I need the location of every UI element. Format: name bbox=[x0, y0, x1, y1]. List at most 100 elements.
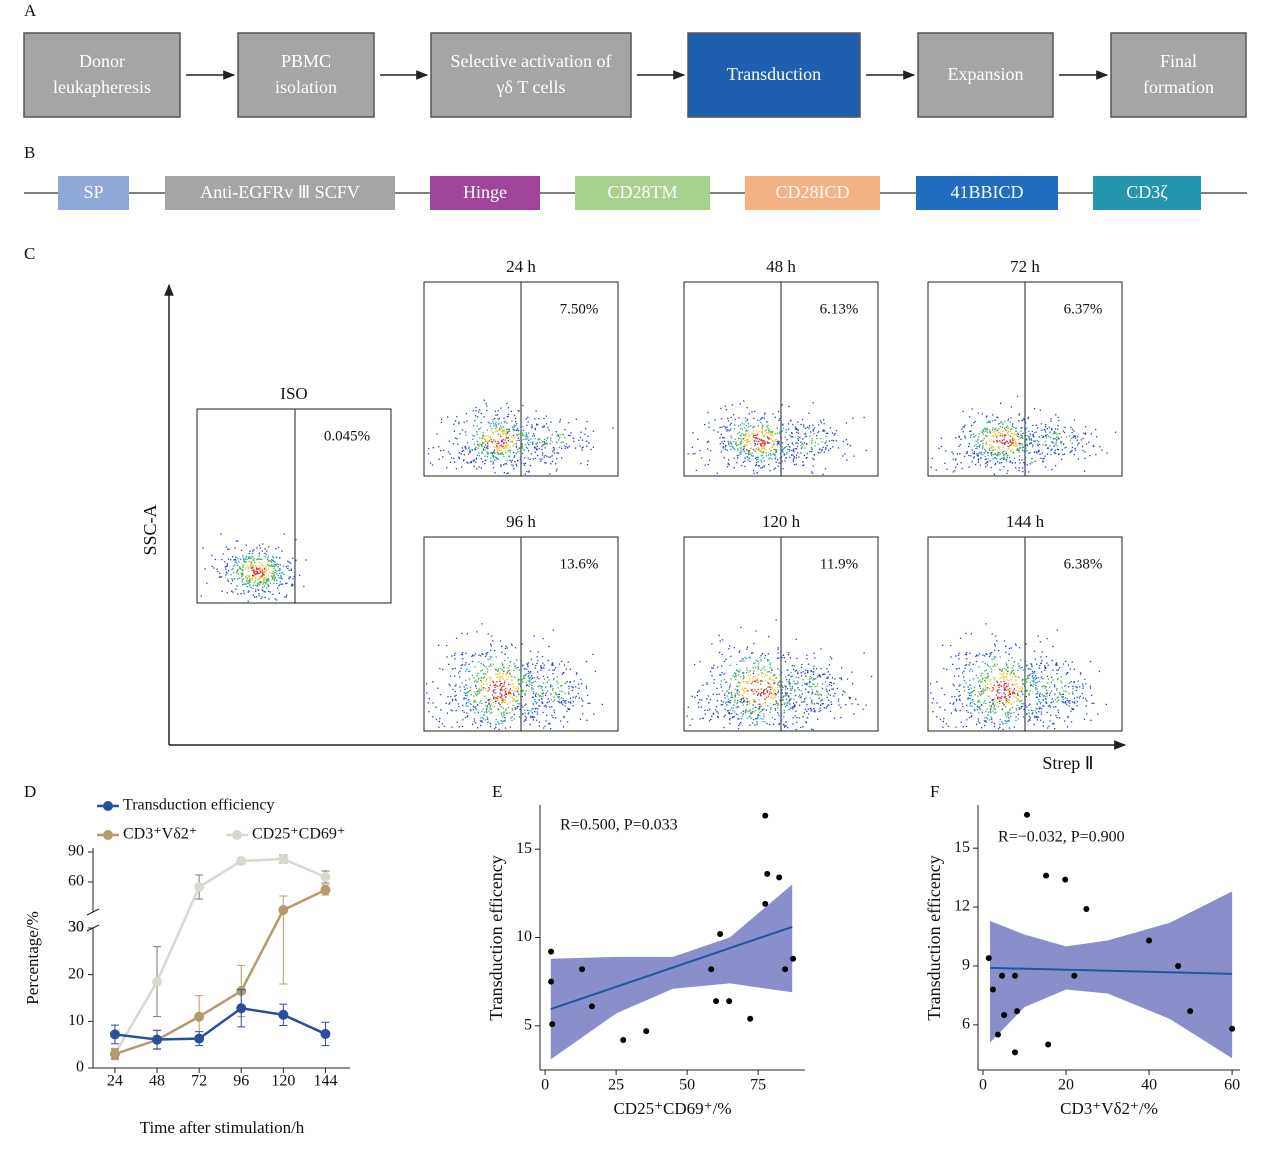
event-dot bbox=[255, 590, 257, 592]
event-dot bbox=[777, 443, 779, 445]
event-dot bbox=[752, 672, 754, 674]
event-dot bbox=[581, 698, 583, 700]
event-dot bbox=[258, 544, 261, 546]
event-dot bbox=[487, 445, 489, 447]
event-dot bbox=[989, 654, 992, 656]
event-dot bbox=[468, 447, 470, 449]
event-dot bbox=[742, 704, 744, 706]
event-dot bbox=[976, 723, 978, 725]
event-dot bbox=[750, 689, 752, 692]
event-dot bbox=[1064, 720, 1066, 722]
event-dot bbox=[952, 683, 954, 685]
event-dot bbox=[749, 709, 751, 711]
event-dot bbox=[519, 458, 522, 460]
event-dot bbox=[239, 567, 241, 570]
event-dot bbox=[440, 450, 442, 452]
event-dot bbox=[750, 711, 752, 713]
event-dot bbox=[746, 419, 748, 421]
event-dot bbox=[729, 709, 731, 711]
event-dot bbox=[505, 693, 507, 695]
event-dot bbox=[258, 552, 260, 554]
event-dot bbox=[967, 697, 969, 699]
event-dot bbox=[790, 687, 792, 690]
event-dot bbox=[817, 676, 819, 678]
event-dot bbox=[980, 440, 982, 442]
event-dot bbox=[489, 425, 491, 427]
event-dot bbox=[752, 430, 755, 432]
event-dot bbox=[783, 724, 785, 726]
event-dot bbox=[795, 728, 797, 731]
event-dot bbox=[936, 702, 938, 704]
event-dot bbox=[534, 428, 536, 431]
event-dot bbox=[772, 435, 774, 437]
event-dot bbox=[1030, 442, 1033, 444]
event-dot bbox=[1008, 434, 1010, 436]
event-dot bbox=[993, 712, 995, 714]
event-dot bbox=[428, 698, 430, 700]
event-dot bbox=[809, 435, 811, 437]
event-dot bbox=[825, 448, 827, 450]
event-dot bbox=[1105, 703, 1107, 706]
event-dot bbox=[783, 709, 785, 712]
event-dot bbox=[821, 441, 823, 443]
event-dot bbox=[480, 670, 482, 672]
event-dot bbox=[737, 671, 740, 673]
event-dot bbox=[731, 695, 733, 697]
event-dot bbox=[768, 635, 770, 638]
event-dot bbox=[1027, 668, 1029, 670]
event-dot bbox=[755, 462, 758, 464]
event-dot bbox=[999, 435, 1001, 437]
event-dot bbox=[1073, 435, 1075, 437]
event-dot bbox=[1024, 422, 1027, 424]
event-dot bbox=[725, 444, 727, 447]
event-dot bbox=[1001, 708, 1003, 710]
event-dot bbox=[1093, 445, 1095, 448]
event-dot bbox=[999, 453, 1001, 455]
event-dot bbox=[730, 696, 732, 698]
event-dot bbox=[543, 705, 545, 707]
event-dot bbox=[281, 550, 283, 552]
event-dot bbox=[442, 668, 444, 671]
event-dot bbox=[771, 697, 773, 699]
event-dot bbox=[251, 565, 253, 567]
event-dot bbox=[538, 418, 540, 420]
event-dot bbox=[810, 471, 813, 473]
event-dot bbox=[807, 426, 809, 428]
event-dot bbox=[706, 682, 708, 684]
event-dot bbox=[1051, 429, 1053, 431]
event-dot bbox=[503, 720, 505, 722]
event-dot bbox=[780, 715, 782, 717]
event-dot bbox=[272, 593, 274, 595]
event-dot bbox=[729, 717, 731, 720]
event-dot bbox=[758, 709, 760, 711]
event-dot bbox=[983, 448, 986, 451]
event-dot bbox=[476, 425, 478, 427]
event-dot bbox=[496, 681, 498, 683]
event-dot bbox=[729, 719, 731, 721]
event-dot bbox=[1006, 441, 1008, 443]
event-dot bbox=[1018, 448, 1020, 450]
event-dot bbox=[994, 708, 997, 710]
event-dot bbox=[803, 464, 805, 466]
event-dot bbox=[503, 683, 505, 685]
event-dot bbox=[513, 698, 515, 700]
event-dot bbox=[566, 681, 568, 683]
event-dot bbox=[559, 702, 561, 704]
event-dot bbox=[432, 716, 434, 718]
event-dot bbox=[500, 444, 502, 446]
event-dot bbox=[1047, 664, 1049, 666]
event-dot bbox=[1060, 694, 1062, 696]
event-dot bbox=[811, 448, 813, 451]
event-dot bbox=[996, 680, 998, 683]
event-dot bbox=[994, 457, 996, 459]
event-dot bbox=[720, 700, 723, 702]
event-dot bbox=[813, 711, 815, 713]
event-dot bbox=[741, 694, 743, 697]
event-dot bbox=[724, 692, 726, 695]
event-dot bbox=[1092, 444, 1094, 447]
event-dot bbox=[741, 660, 743, 662]
event-dot bbox=[1068, 692, 1070, 694]
event-dot bbox=[1077, 458, 1080, 460]
event-dot bbox=[1062, 430, 1064, 432]
event-dot bbox=[812, 679, 814, 681]
